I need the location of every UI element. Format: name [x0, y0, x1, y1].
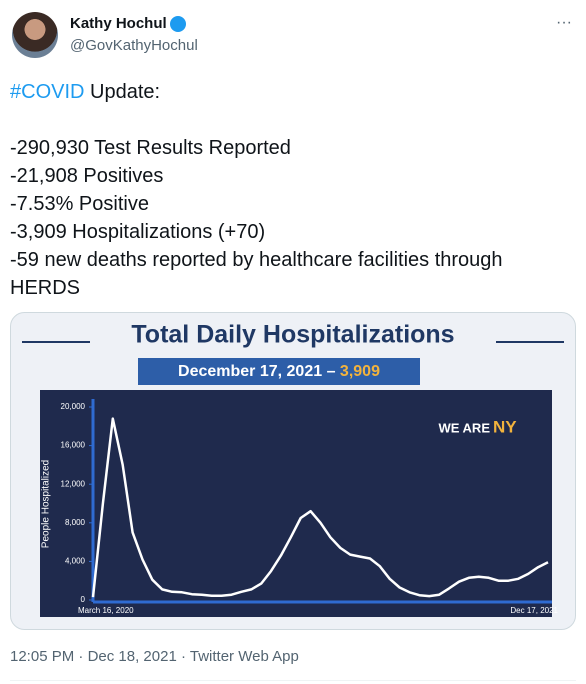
handle[interactable]: @GovKathyHochul [70, 37, 198, 54]
y-tick-label: 16,000 [61, 441, 86, 450]
subtitle-value: 3,909 [340, 363, 380, 380]
text-line: -21,908 Positives [10, 165, 164, 187]
banner [138, 358, 420, 385]
display-name[interactable]: Kathy Hochul [70, 15, 167, 32]
separator: · [180, 648, 186, 665]
verified-badge [170, 16, 186, 32]
y-tick-label: 4,000 [65, 557, 86, 566]
logo: WE ARE [438, 420, 490, 435]
date[interactable]: Dec 18, 2021 [87, 648, 177, 665]
text-line: -290,930 Test Results Reported [10, 137, 291, 159]
divider [10, 680, 576, 681]
x-tick-label: Dec 17, 2021 [510, 606, 558, 615]
blank-line [10, 106, 570, 134]
text-line: -59 new deaths reported by healthcare fa… [10, 249, 503, 299]
y-tick-label: 8,000 [65, 518, 86, 527]
text-line: -7.53% Positive [10, 193, 149, 215]
separator: · [78, 648, 84, 665]
tweet-text: #COVID Update: -290,930 Test Results Rep… [10, 78, 570, 302]
logo-accent: NY [493, 417, 517, 436]
timestamp: 12:05 PM · Dec 18, 2021 · Twitter Web Ap… [10, 648, 299, 665]
data-line [91, 417, 549, 598]
y-tick-label: 20,000 [61, 402, 86, 411]
hashtag[interactable]: #COVID [10, 81, 85, 103]
time[interactable]: 12:05 PM [10, 648, 75, 665]
banner-text: December 17, 2021 – 3,909 [178, 363, 380, 380]
chart-title: Total Daily Hospitalizations [131, 321, 454, 349]
text: Update: [90, 81, 161, 103]
source[interactable]: Twitter Web App [189, 648, 299, 665]
first-line: #COVID Update: [10, 78, 570, 106]
more-button[interactable]: ··· [556, 14, 572, 31]
y-tick-label: 12,000 [61, 479, 86, 488]
y-tick-label: 0 [81, 595, 86, 604]
y-axis-title: People Hospitalized [41, 460, 52, 548]
subtitle: December 17, 2021 – [178, 363, 336, 380]
x-tick-label: March 16, 2020 [78, 606, 134, 615]
avatar[interactable] [12, 12, 58, 58]
text-line: -3,909 Hospitalizations (+70) [10, 221, 266, 243]
chart-card[interactable]: Total Daily Hospitalizations December 17… [10, 312, 576, 630]
lines: -290,930 Test Results Reported -21,908 Po… [10, 134, 570, 302]
